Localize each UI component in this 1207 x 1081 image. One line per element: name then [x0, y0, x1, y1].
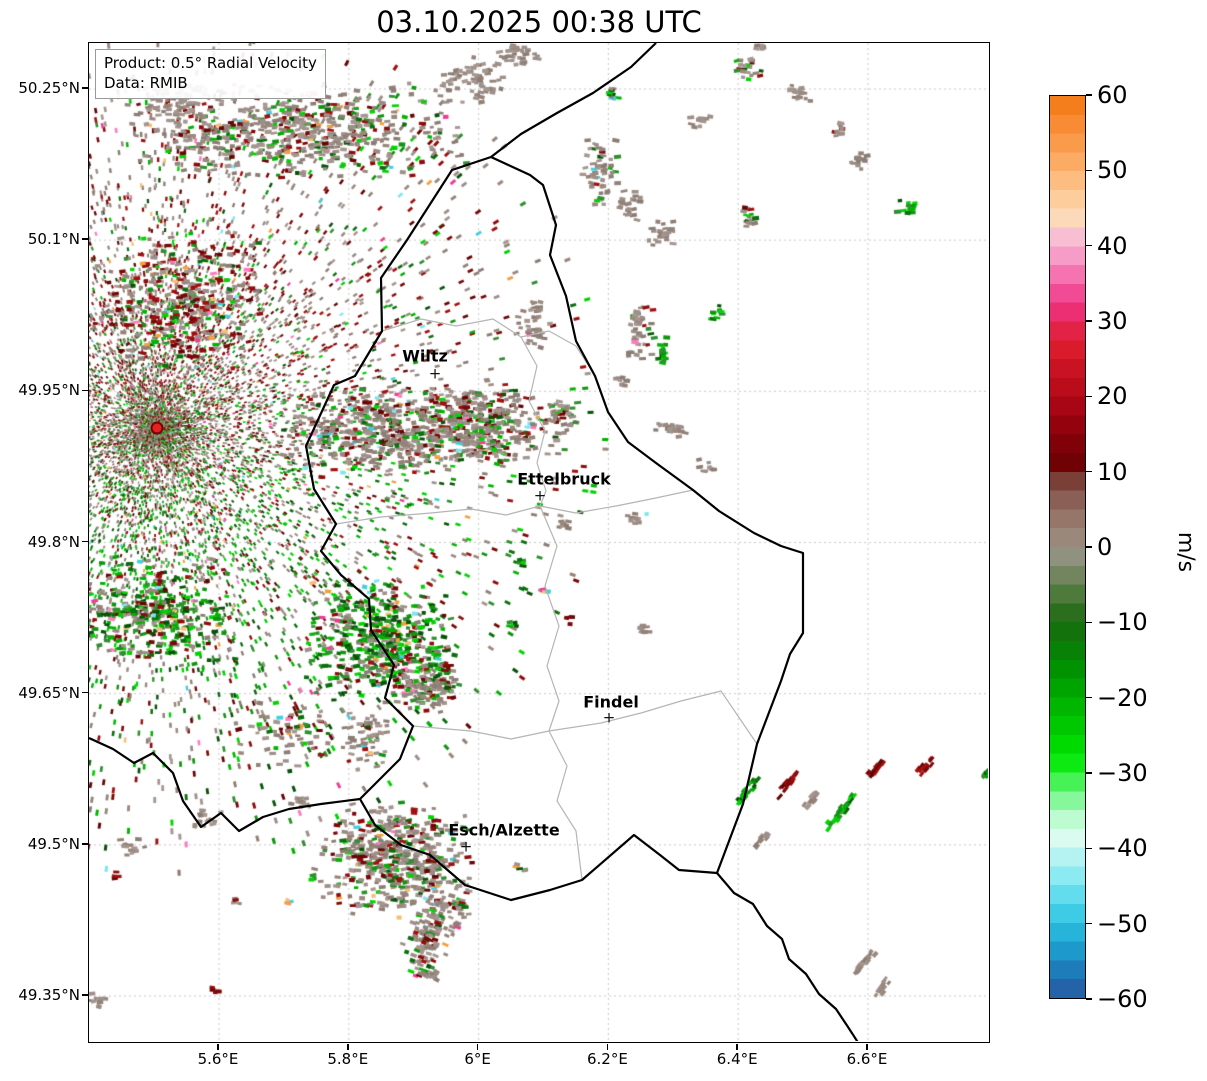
lat-tick-mark: [82, 843, 88, 845]
lat-tick-label: 50.1°N: [27, 230, 80, 249]
city-marker: +: [602, 708, 616, 727]
colorbar-tick-label: 50: [1097, 156, 1128, 185]
city-label: Ettelbruck: [517, 469, 611, 489]
city-marker: +: [428, 364, 442, 383]
lat-tick-mark: [82, 87, 88, 89]
colorbar-tick-label: 20: [1097, 382, 1128, 411]
map-plot: Product: 0.5° Radial Velocity Data: RMIB…: [88, 42, 990, 1043]
radar-canvas: [89, 43, 988, 1041]
radar-site-dot: [150, 421, 164, 435]
lon-tick-label: 6.2°E: [586, 1050, 628, 1068]
lat-tick-mark: [82, 238, 88, 240]
luxembourg-border: [304, 155, 805, 902]
city-label: Esch/Alzette: [448, 820, 560, 840]
city-label: Wiltz: [402, 346, 448, 366]
lon-tick-label: 6.4°E: [716, 1050, 758, 1068]
city-marker: +: [533, 486, 547, 505]
lat-tick-mark: [82, 994, 88, 996]
lon-tick-label: 5.8°E: [327, 1050, 369, 1068]
lat-tick-mark: [82, 540, 88, 543]
lat-tick-label: 50.25°N: [18, 79, 80, 97]
colorbar-unit-label: m/s: [1173, 531, 1198, 573]
lon-tick-mark: [866, 1044, 868, 1050]
colorbar-tick-mark: [1086, 772, 1092, 774]
colorbar-tick-mark: [1086, 621, 1092, 624]
lon-tick-mark: [606, 1044, 609, 1050]
lon-tick-mark: [736, 1044, 738, 1050]
colorbar-tick-label: −50: [1097, 909, 1148, 938]
product-line: Product: 0.5° Radial Velocity: [104, 54, 317, 72]
colorbar-tick-mark: [1086, 94, 1092, 96]
lat-tick-mark: [82, 389, 88, 392]
city-marker: +: [459, 837, 473, 856]
colorbar-tick-mark: [1086, 169, 1092, 172]
colorbar-tick-label: 60: [1097, 81, 1128, 109]
lat-tick-label: 49.5°N: [27, 834, 80, 853]
colorbar-tick-mark: [1086, 470, 1092, 473]
lon-tick-label: 5.6°E: [197, 1050, 239, 1068]
colorbar-tick-mark: [1086, 847, 1092, 850]
colorbar-tick-mark: [1086, 320, 1092, 322]
neighbor-borders: [89, 43, 859, 1041]
colorbar-gradient: [1050, 96, 1085, 998]
colorbar-tick-mark: [1086, 244, 1092, 247]
colorbar-tick-mark: [1086, 546, 1092, 548]
lon-tick-mark: [347, 1044, 349, 1050]
colorbar-tick-mark: [1086, 922, 1092, 925]
lon-tick-mark: [476, 1044, 479, 1050]
colorbar-tick-mark: [1086, 696, 1092, 699]
lat-tick-label: 49.35°N: [18, 986, 80, 1005]
lon-tick-label: 6°E: [464, 1050, 491, 1068]
colorbar-tick-label: 0: [1097, 533, 1113, 561]
colorbar-tick-label: −10: [1097, 608, 1148, 637]
lon-tick-label: 6.6°E: [846, 1050, 888, 1068]
colorbar-tick-mark: [1086, 998, 1092, 1000]
data-source-line: Data: RMIB: [104, 74, 188, 93]
plot-title: 03.10.2025 00:38 UTC: [376, 5, 702, 39]
colorbar-tick-label: 30: [1097, 307, 1128, 335]
lat-tick-mark: [82, 691, 88, 694]
colorbar-tick-label: −20: [1097, 683, 1148, 712]
colorbar-tick-label: 40: [1097, 231, 1128, 260]
lat-tick-label: 49.65°N: [18, 683, 80, 702]
map-svg: [89, 43, 859, 1041]
city-label: Findel: [583, 692, 639, 712]
colorbar-tick-label: −40: [1097, 834, 1148, 863]
district-borders: [335, 318, 758, 881]
colorbar-tick-mark: [1086, 395, 1092, 398]
colorbar: [1049, 95, 1086, 999]
colorbar-tick-label: −60: [1097, 985, 1148, 1013]
lat-tick-label: 49.95°N: [18, 381, 80, 400]
annotation-box: Product: 0.5° Radial Velocity Data: RMIB: [95, 49, 326, 99]
lon-tick-mark: [217, 1044, 219, 1050]
lat-tick-label: 49.8°N: [27, 532, 80, 551]
colorbar-tick-label: 10: [1097, 457, 1128, 486]
colorbar-tick-label: −30: [1097, 759, 1148, 787]
